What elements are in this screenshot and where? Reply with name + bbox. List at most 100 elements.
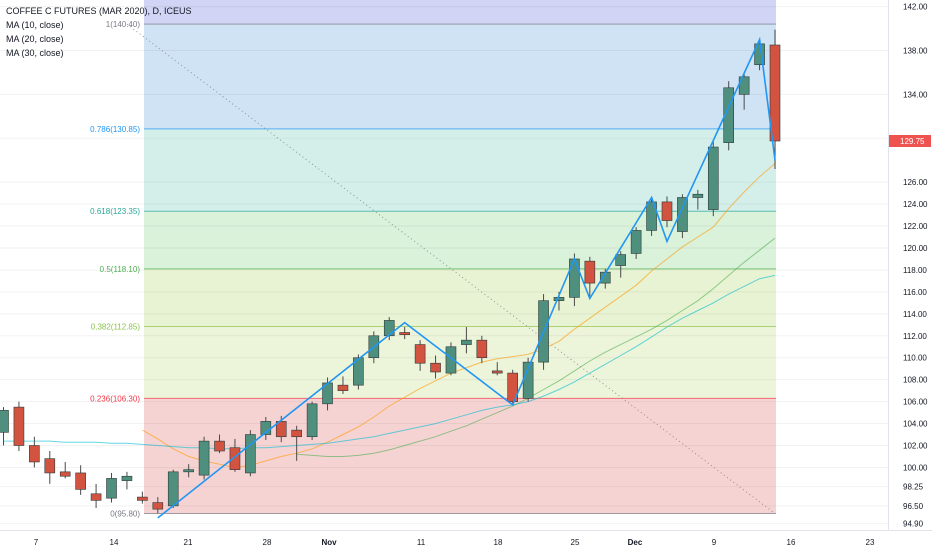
candle[interactable]	[152, 497, 164, 514]
candle-body	[29, 445, 40, 463]
candle[interactable]	[214, 434, 225, 454]
candle[interactable]	[646, 197, 657, 236]
candle[interactable]	[245, 430, 256, 477]
time-tick-label: 14	[110, 538, 119, 547]
candle-body	[630, 230, 642, 254]
candle[interactable]	[476, 335, 488, 364]
time-tick-label: 23	[866, 538, 875, 547]
price-tick-label: 116.00	[903, 288, 927, 297]
candle[interactable]	[13, 401, 25, 451]
candle[interactable]	[630, 227, 642, 259]
candle-body	[414, 344, 426, 364]
candle[interactable]	[59, 461, 71, 479]
candle[interactable]	[723, 81, 735, 151]
candle-body	[291, 429, 302, 438]
fib-band	[144, 24, 776, 129]
candle[interactable]	[198, 436, 210, 480]
indicator-ma10-label[interactable]: MA (10, close)	[6, 20, 64, 30]
price-tick-label: 112.00	[903, 332, 927, 341]
chart-legend: COFFEE C FUTURES (MAR 2020), D, ICEUS MA…	[6, 4, 192, 60]
grid-lines	[0, 6, 888, 524]
price-axis-bg	[889, 0, 932, 530]
candle[interactable]	[615, 251, 627, 278]
price-tick-label: 122.00	[903, 222, 928, 231]
time-tick-label: 7	[34, 538, 39, 547]
last-price-badge-bg	[889, 135, 931, 148]
fib-trend-line	[126, 23, 776, 514]
indicator-ma20-label[interactable]: MA (20, close)	[6, 34, 64, 44]
candle-body	[121, 475, 133, 481]
indicator-ma30-label[interactable]: MA (30, close)	[6, 48, 64, 58]
candle-body	[661, 201, 673, 221]
last-price-badge: 129.75	[889, 135, 931, 148]
candle[interactable]	[769, 29, 781, 169]
candle[interactable]	[44, 450, 56, 484]
candle[interactable]	[337, 376, 349, 394]
candle[interactable]	[461, 326, 472, 354]
candle[interactable]	[291, 425, 302, 461]
price-tick-label: 96.50	[903, 502, 924, 511]
candle[interactable]	[106, 472, 117, 503]
candle-body	[13, 406, 25, 446]
candle-body	[476, 339, 488, 359]
price-tick-label: 120.00	[903, 244, 928, 253]
candle[interactable]	[692, 189, 704, 210]
candle[interactable]	[75, 465, 86, 495]
candle-body	[59, 471, 71, 477]
candle-body	[106, 478, 117, 499]
fib-level-label: 0.786(130.85)	[90, 125, 140, 134]
candle-body	[769, 44, 781, 142]
candle[interactable]	[183, 464, 194, 478]
price-tick-label: 106.00	[903, 398, 928, 407]
time-tick-label: Nov	[321, 538, 337, 547]
price-tick-label: 142.00	[903, 3, 928, 12]
zigzag-path[interactable]	[157, 36, 776, 519]
candle-body	[553, 297, 565, 301]
price-tick-label: 110.00	[903, 354, 927, 363]
candle-body	[152, 502, 164, 510]
candle-body	[0, 410, 9, 433]
time-tick-label: 16	[787, 538, 796, 547]
fib-level-label: 0.618(123.35)	[90, 207, 140, 216]
candle-body	[229, 447, 241, 470]
time-tick-label: 21	[184, 538, 193, 547]
chart-title[interactable]: COFFEE C FUTURES (MAR 2020), D, ICEUS	[6, 6, 192, 16]
fib-band	[144, 128, 776, 212]
candle[interactable]	[507, 369, 518, 405]
price-tick-label: 138.00	[903, 46, 928, 55]
candle[interactable]	[306, 401, 318, 441]
candle[interactable]	[121, 471, 133, 490]
candle[interactable]	[414, 340, 426, 371]
candle[interactable]	[0, 407, 9, 446]
candle[interactable]	[353, 354, 364, 390]
price-tick-label: 118.00	[903, 266, 927, 275]
candle[interactable]	[229, 438, 241, 472]
candle-body	[383, 320, 395, 337]
candle[interactable]	[707, 141, 719, 217]
candle-body	[337, 384, 349, 391]
candle[interactable]	[399, 326, 410, 340]
candle[interactable]	[29, 436, 40, 468]
price-tick-label: 102.00	[903, 442, 928, 451]
time-tick-label: 25	[571, 538, 580, 547]
fib-level-label: 1(140.40)	[106, 20, 141, 29]
candle[interactable]	[584, 256, 596, 297]
candle-body	[75, 472, 86, 490]
fib-level-label: 0.382(112.85)	[91, 322, 141, 331]
candle[interactable]	[491, 362, 503, 376]
candle[interactable]	[430, 355, 441, 379]
candle-body	[198, 440, 210, 476]
candle[interactable]	[90, 483, 102, 509]
candle[interactable]	[661, 196, 673, 228]
candle-body	[137, 496, 148, 501]
candle-body	[646, 201, 657, 231]
last-price-value: 129.75	[900, 137, 925, 146]
candle[interactable]	[522, 357, 534, 402]
candle-body	[306, 403, 318, 438]
candle-body	[44, 458, 56, 474]
candle[interactable]	[137, 491, 148, 504]
candle[interactable]	[677, 194, 688, 239]
price-tick-label: 114.00	[903, 310, 927, 319]
candle-body	[615, 254, 627, 266]
